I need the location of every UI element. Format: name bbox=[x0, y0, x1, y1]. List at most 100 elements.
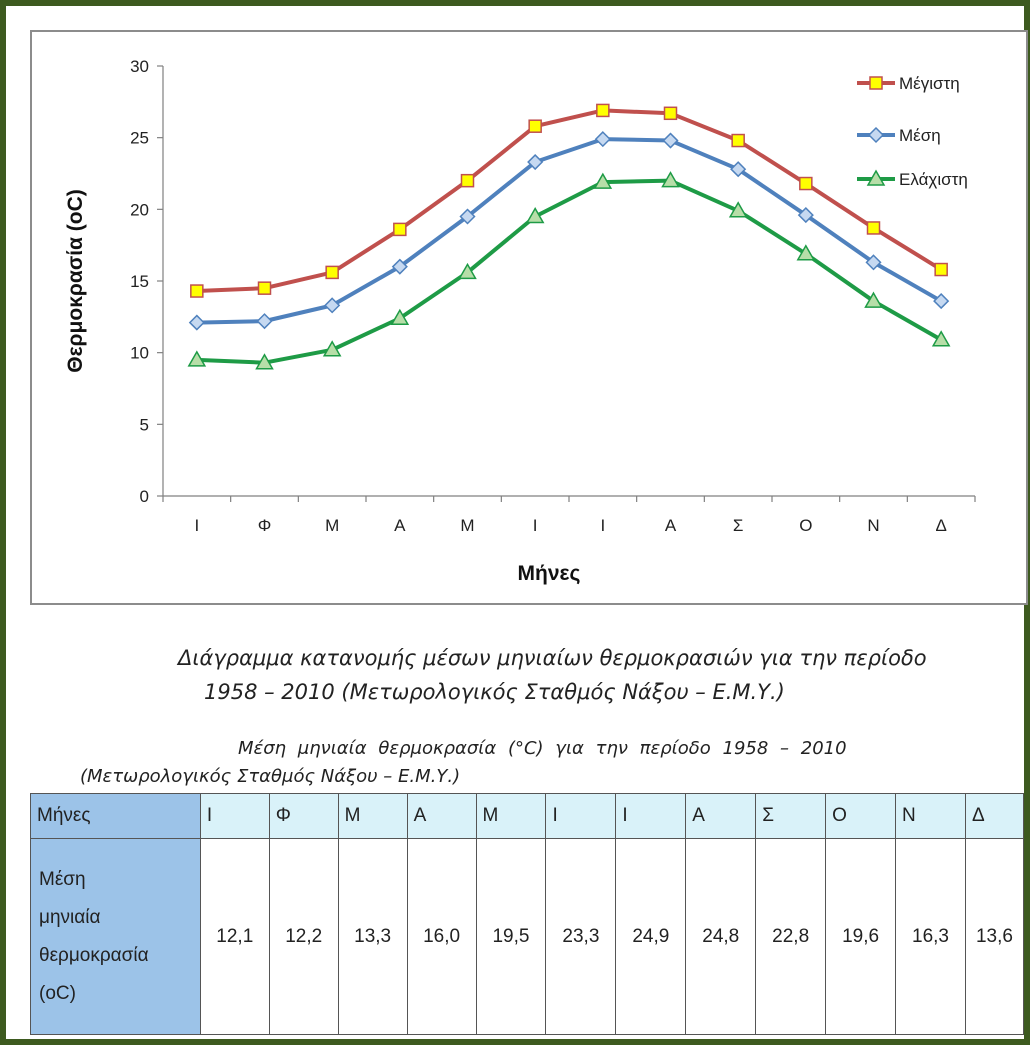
chart-area: 0 5 10 15 20 25 30 Ι Φ Μ Α Μ Ι Ι Α Σ Ο Ν Δ Μήνες Θερμοκρασία… bbox=[30, 30, 1028, 605]
x-tick-label: Μ bbox=[325, 516, 339, 535]
x-tick-label: Φ bbox=[258, 516, 272, 535]
table-caption-line-1: Μέση μηνιαία θερμοκρασία (°C) για την πε… bbox=[238, 738, 847, 759]
month-cell: Μ bbox=[337, 793, 408, 839]
data-point bbox=[866, 221, 881, 235]
x-axis-title: Μήνες bbox=[518, 562, 581, 585]
value-cell: 13,3 bbox=[337, 838, 408, 1035]
data-point bbox=[662, 132, 679, 149]
value-cell: 16,3 bbox=[895, 838, 966, 1035]
data-point bbox=[864, 291, 883, 308]
legend-marker bbox=[869, 76, 883, 90]
table-header-row: Μήνες Ι Φ Μ Α Μ Ι Ι Α Σ Ο Ν Δ bbox=[30, 793, 1025, 839]
legend-marker bbox=[866, 169, 886, 186]
data-point bbox=[730, 161, 747, 178]
data-point bbox=[528, 119, 542, 133]
legend-marker bbox=[867, 126, 885, 144]
legend-label: Μέγιστη bbox=[899, 74, 960, 93]
data-point bbox=[527, 153, 544, 171]
month-cell: Ι bbox=[545, 793, 617, 839]
month-cell: Α bbox=[685, 793, 757, 839]
y-tick-label: 10 bbox=[130, 344, 149, 363]
x-tick-label: Α bbox=[665, 516, 677, 535]
month-cell: Δ bbox=[964, 793, 1025, 839]
month-cell: Σ bbox=[755, 793, 827, 839]
series-line-0 bbox=[196, 108, 943, 294]
y-tick-label: 5 bbox=[140, 415, 149, 434]
y-tick-label: 0 bbox=[140, 487, 149, 506]
data-point bbox=[187, 350, 207, 367]
data-point bbox=[525, 206, 545, 224]
series-line-2 bbox=[196, 178, 943, 365]
chart-caption-line-1: Διάγραμμα κατανομής μέσων μηνιαίων θερμο… bbox=[178, 646, 927, 670]
value-cell: 19,5 bbox=[475, 838, 547, 1035]
x-tick-label: Ι bbox=[194, 516, 199, 535]
x-tick-label: Ι bbox=[600, 516, 605, 535]
table-values-row: Μέση μηνιαία θερμοκρασία (oC) 12,1 12,2 … bbox=[30, 838, 1025, 1035]
x-tick-label: Ν bbox=[867, 516, 879, 535]
data-point bbox=[255, 353, 274, 370]
y-axis-title: Θερμοκρασία (oC) bbox=[64, 189, 87, 373]
y-tick-label: 25 bbox=[130, 129, 149, 148]
row-label-line: (oC) bbox=[39, 982, 76, 1004]
data-point bbox=[393, 222, 407, 237]
data-point bbox=[661, 171, 680, 188]
data-point bbox=[663, 106, 678, 121]
data-point bbox=[460, 173, 475, 188]
data-point bbox=[391, 258, 408, 275]
data-point bbox=[190, 284, 204, 298]
month-cell: Ι bbox=[199, 793, 270, 839]
y-tick-label: 20 bbox=[130, 200, 149, 219]
data-point bbox=[257, 281, 272, 295]
row-label-line: Μέση bbox=[39, 868, 86, 890]
data-point bbox=[256, 313, 273, 330]
legend-label: Μέση bbox=[899, 126, 941, 145]
data-point bbox=[593, 172, 613, 189]
row-label-line: μηνιαία bbox=[39, 906, 101, 928]
value-cell: 22,8 bbox=[755, 838, 827, 1035]
month-cell: Α bbox=[406, 793, 477, 839]
data-point bbox=[459, 208, 476, 225]
data-point bbox=[390, 308, 410, 326]
value-cell: 19,6 bbox=[825, 838, 897, 1035]
data-point bbox=[458, 262, 477, 280]
chart-caption-line-2: 1958 – 2010 (Μετωρολογικός Σταθμός Νάξου… bbox=[204, 680, 785, 704]
row-label-line: θερμοκρασία bbox=[39, 944, 149, 966]
table-caption-line-2: (Μετωρολογικός Σταθμός Νάξου – Ε.Μ.Υ.) bbox=[80, 766, 461, 787]
value-cell: 24,8 bbox=[685, 838, 757, 1035]
data-point bbox=[797, 207, 814, 224]
value-cell: 16,0 bbox=[406, 838, 477, 1035]
value-cell: 12,2 bbox=[268, 838, 339, 1035]
data-point bbox=[325, 265, 339, 280]
x-tick-label: Ο bbox=[799, 516, 812, 535]
data-point bbox=[322, 340, 342, 357]
month-cell: Φ bbox=[268, 793, 339, 839]
legend-label: Ελάχιστη bbox=[899, 170, 968, 189]
series-line-1 bbox=[196, 137, 943, 325]
x-tick-label: Σ bbox=[733, 516, 744, 535]
value-cell: 23,3 bbox=[545, 838, 617, 1035]
data-point bbox=[931, 330, 951, 347]
data-point bbox=[324, 297, 341, 314]
value-cell: 24,9 bbox=[615, 838, 687, 1035]
data-point bbox=[934, 262, 948, 277]
x-tick-label: Α bbox=[394, 516, 406, 535]
month-cell: Ο bbox=[825, 793, 897, 839]
month-cell: Μ bbox=[475, 793, 547, 839]
data-point bbox=[728, 201, 748, 218]
table-row-label: Μέση μηνιαία θερμοκρασία (oC) bbox=[30, 838, 201, 1035]
temperature-table: Μήνες Ι Φ Μ Α Μ Ι Ι Α Σ Ο Ν Δ Μέση μηνια… bbox=[30, 793, 1025, 1035]
month-cell: Ν bbox=[895, 793, 966, 839]
data-point bbox=[933, 293, 950, 310]
data-point bbox=[796, 244, 816, 261]
value-cell: 13,6 bbox=[964, 838, 1025, 1035]
month-cell: Ι bbox=[615, 793, 687, 839]
line-chart: 0 5 10 15 20 25 30 Ι Φ Μ Α Μ Ι Ι Α Σ Ο Ν Δ Μήνες Θερμοκρασία… bbox=[64, 57, 976, 585]
x-tick-label: Δ bbox=[935, 516, 946, 535]
data-point bbox=[188, 314, 205, 331]
data-point bbox=[799, 176, 813, 191]
y-tick-label: 15 bbox=[130, 272, 149, 291]
y-tick-label: 30 bbox=[130, 57, 149, 76]
data-point bbox=[596, 103, 610, 118]
x-tick-label: Ι bbox=[533, 516, 538, 535]
